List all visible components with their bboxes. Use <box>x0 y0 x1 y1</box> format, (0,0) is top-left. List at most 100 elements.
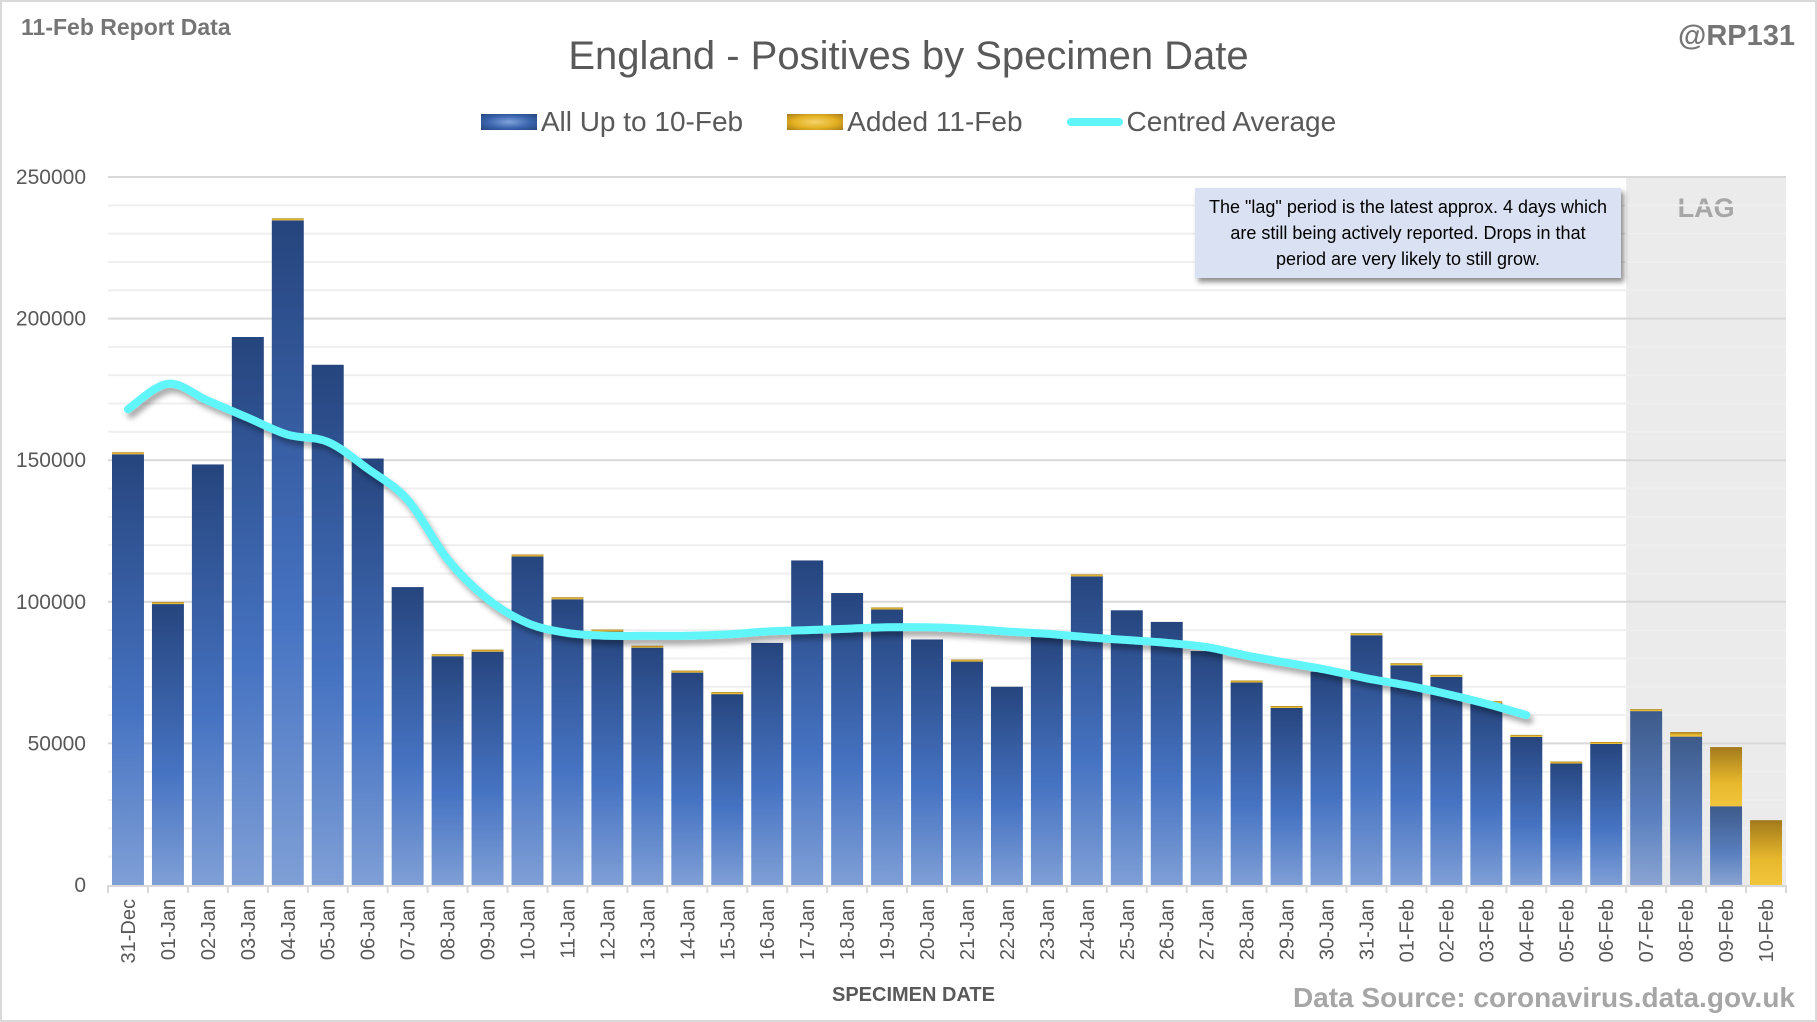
x-tick-label: 10-Feb <box>1756 899 1778 962</box>
x-axis-title: SPECIMEN DATE <box>832 984 995 1006</box>
x-tick-label: 07-Feb <box>1636 899 1658 962</box>
bar-added <box>471 649 504 652</box>
x-tick-label: 29-Jan <box>1277 899 1299 960</box>
bar-base <box>911 639 944 885</box>
y-tick-label: 100000 <box>16 591 86 614</box>
x-tick-label: 06-Feb <box>1596 899 1618 962</box>
bar-base <box>1470 703 1503 885</box>
report-date-label: 11-Feb Report Data <box>21 14 231 40</box>
x-tick-label: 01-Feb <box>1396 899 1418 962</box>
bar-base <box>1230 682 1263 885</box>
lag-label: LAG <box>1678 193 1735 223</box>
x-tick-label: 05-Feb <box>1556 899 1578 962</box>
bar-base <box>831 593 864 885</box>
x-tick-label: 21-Jan <box>957 899 979 960</box>
legend-label-average: Centred Average <box>1126 106 1337 137</box>
centred-average-line <box>123 379 1531 720</box>
bar-base <box>671 672 704 885</box>
legend: All Up to 10-Feb Added 11-Feb Centred Av… <box>0 106 1817 138</box>
x-tick-label: 12-Jan <box>597 899 619 960</box>
bar-base <box>711 694 744 885</box>
bar-added <box>551 597 584 600</box>
bar-base <box>1150 621 1183 885</box>
bar-base <box>511 556 544 885</box>
bar-added <box>1630 709 1663 712</box>
x-tick-label: 03-Jan <box>238 899 260 960</box>
bar-added <box>1710 747 1743 807</box>
x-tick-label: 25-Jan <box>1117 899 1139 960</box>
x-tick-label: 31-Jan <box>1357 899 1379 960</box>
x-tick-label: 16-Jan <box>757 899 779 960</box>
bar-added <box>1550 761 1583 764</box>
bar-added <box>871 607 904 610</box>
x-tick-label: 09-Feb <box>1716 899 1738 962</box>
bar-added <box>1230 680 1263 683</box>
x-tick-label: 04-Feb <box>1516 899 1538 962</box>
bar-base <box>751 642 784 885</box>
bar-added <box>671 670 704 673</box>
bar-added <box>1270 706 1303 708</box>
bar-added <box>271 218 304 221</box>
bar-base <box>231 337 264 885</box>
x-tick-label: 15-Jan <box>717 899 739 960</box>
bar-base <box>1710 806 1743 885</box>
legend-swatch-line-icon <box>1066 118 1123 126</box>
bar-added <box>1430 674 1463 677</box>
bar-base <box>1110 610 1143 885</box>
bar-base <box>1190 651 1223 885</box>
bar-base <box>271 220 304 886</box>
x-tick-label: 30-Jan <box>1317 899 1339 960</box>
bar-base <box>990 686 1023 885</box>
y-tick-label: 200000 <box>16 308 86 331</box>
x-tick-label: 27-Jan <box>1197 899 1219 960</box>
x-tick-label: 17-Jan <box>797 899 819 960</box>
bar-base <box>871 609 904 885</box>
bar-base <box>950 661 983 885</box>
legend-swatch-gold-icon <box>787 114 844 130</box>
x-tick-label: 06-Jan <box>358 899 380 960</box>
bar-added <box>711 692 744 695</box>
bar-base <box>1630 711 1663 885</box>
x-tick-label: 26-Jan <box>1157 899 1179 960</box>
x-tick-label: 08-Jan <box>438 899 460 960</box>
bar-added <box>1670 732 1703 737</box>
legend-item-average: Centred Average <box>1066 106 1337 138</box>
x-tick-label: 04-Jan <box>278 899 300 960</box>
x-tick-label: 02-Jan <box>198 899 220 960</box>
bar-added <box>151 602 184 605</box>
bar-base <box>551 599 584 885</box>
legend-item-base: All Up to 10-Feb <box>480 106 743 138</box>
x-tick-label: 24-Jan <box>1077 899 1099 960</box>
bar-base <box>1390 665 1423 885</box>
bar-added <box>950 659 983 662</box>
y-tick-label: 50000 <box>28 732 86 755</box>
bar-base <box>1310 671 1343 885</box>
bar-base <box>631 647 664 885</box>
bar-added <box>111 452 144 455</box>
bar-base <box>191 464 224 885</box>
bar-added <box>591 629 624 632</box>
y-tick-label: 0 <box>74 874 86 897</box>
bar-base <box>1670 736 1703 885</box>
bar-added <box>1070 574 1103 577</box>
bar-added <box>1750 820 1783 885</box>
x-tick-label: 08-Feb <box>1676 899 1698 962</box>
y-tick-label: 250000 <box>16 166 86 189</box>
bar-base <box>151 604 184 885</box>
x-tick-label: 10-Jan <box>518 899 540 960</box>
chart-title: England - Positives by Specimen Date <box>568 34 1249 78</box>
x-tick-label: 01-Jan <box>158 899 180 960</box>
data-source-label: Data Source: coronavirus.data.gov.uk <box>1292 982 1795 1013</box>
lag-explanation-note: The "lag" period is the latest approx. 4… <box>1195 188 1621 278</box>
author-handle: @RP131 <box>1678 20 1795 52</box>
x-tick-label: 13-Jan <box>637 899 659 960</box>
x-tick-label: 28-Jan <box>1237 899 1259 960</box>
bar-base <box>1590 743 1623 885</box>
bar-base <box>1270 708 1303 885</box>
x-tick-label: 22-Jan <box>997 899 1019 960</box>
bar-base <box>791 560 824 885</box>
x-tick-label: 20-Jan <box>917 899 939 960</box>
y-tick-label: 150000 <box>16 449 86 472</box>
bar-added <box>1590 741 1623 744</box>
